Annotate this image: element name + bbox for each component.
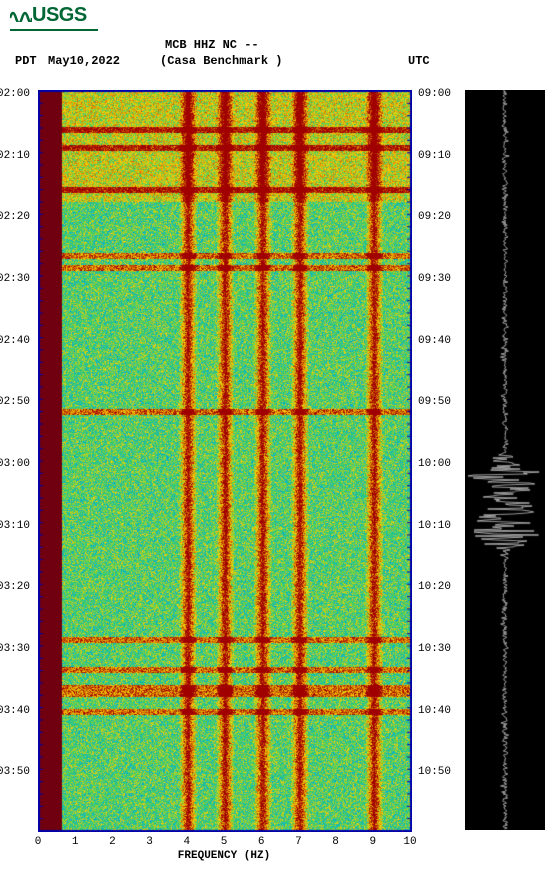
- date-label: May10,2022: [48, 54, 120, 68]
- right-timezone: UTC: [408, 54, 430, 68]
- left-time-tick: 03:00: [0, 458, 30, 470]
- seismogram-canvas: [465, 90, 545, 830]
- right-time-tick: 10:00: [418, 458, 451, 470]
- usgs-logo-text: USGS: [32, 4, 87, 26]
- right-time-tick: 10:10: [418, 520, 451, 532]
- frequency-tick: 9: [369, 836, 376, 848]
- right-time-tick: 10:40: [418, 705, 451, 717]
- left-time-tick: 02:10: [0, 150, 30, 162]
- frequency-tick: 0: [35, 836, 42, 848]
- frequency-tick: 6: [258, 836, 265, 848]
- spectrogram-canvas: [38, 90, 412, 832]
- right-time-tick: 09:00: [418, 88, 451, 100]
- frequency-tick: 1: [72, 836, 79, 848]
- left-time-tick: 03:10: [0, 520, 30, 532]
- frequency-tick: 4: [183, 836, 190, 848]
- right-time-tick: 09:40: [418, 335, 451, 347]
- left-time-tick: 02:50: [0, 396, 30, 408]
- right-time-tick: 10:30: [418, 643, 451, 655]
- left-time-tick: 02:40: [0, 335, 30, 347]
- seismogram-panel: [465, 90, 545, 830]
- right-time-tick: 10:20: [418, 581, 451, 593]
- frequency-tick: 2: [109, 836, 116, 848]
- left-time-tick: 03:20: [0, 581, 30, 593]
- right-time-tick: 09:30: [418, 273, 451, 285]
- left-time-tick: 03:50: [0, 766, 30, 778]
- left-time-tick: 03:30: [0, 643, 30, 655]
- x-axis-title: FREQUENCY (HZ): [178, 850, 270, 862]
- spectrogram-plot: FREQUENCY (HZ): [38, 90, 410, 830]
- right-time-tick: 09:10: [418, 150, 451, 162]
- frequency-tick: 8: [332, 836, 339, 848]
- right-time-tick: 09:20: [418, 211, 451, 223]
- left-time-tick: 03:40: [0, 705, 30, 717]
- right-time-tick: 09:50: [418, 396, 451, 408]
- frequency-tick: 5: [221, 836, 228, 848]
- frequency-tick: 3: [146, 836, 153, 848]
- right-time-tick: 10:50: [418, 766, 451, 778]
- station-title: MCB HHZ NC --: [165, 38, 259, 52]
- frequency-tick: 10: [403, 836, 416, 848]
- left-time-tick: 02:30: [0, 273, 30, 285]
- frequency-tick: 7: [295, 836, 302, 848]
- left-time-tick: 02:00: [0, 88, 30, 100]
- location-label: (Casa Benchmark ): [160, 54, 282, 68]
- left-time-tick: 02:20: [0, 211, 30, 223]
- left-timezone: PDT: [15, 54, 37, 68]
- usgs-logo: USGS: [10, 4, 98, 31]
